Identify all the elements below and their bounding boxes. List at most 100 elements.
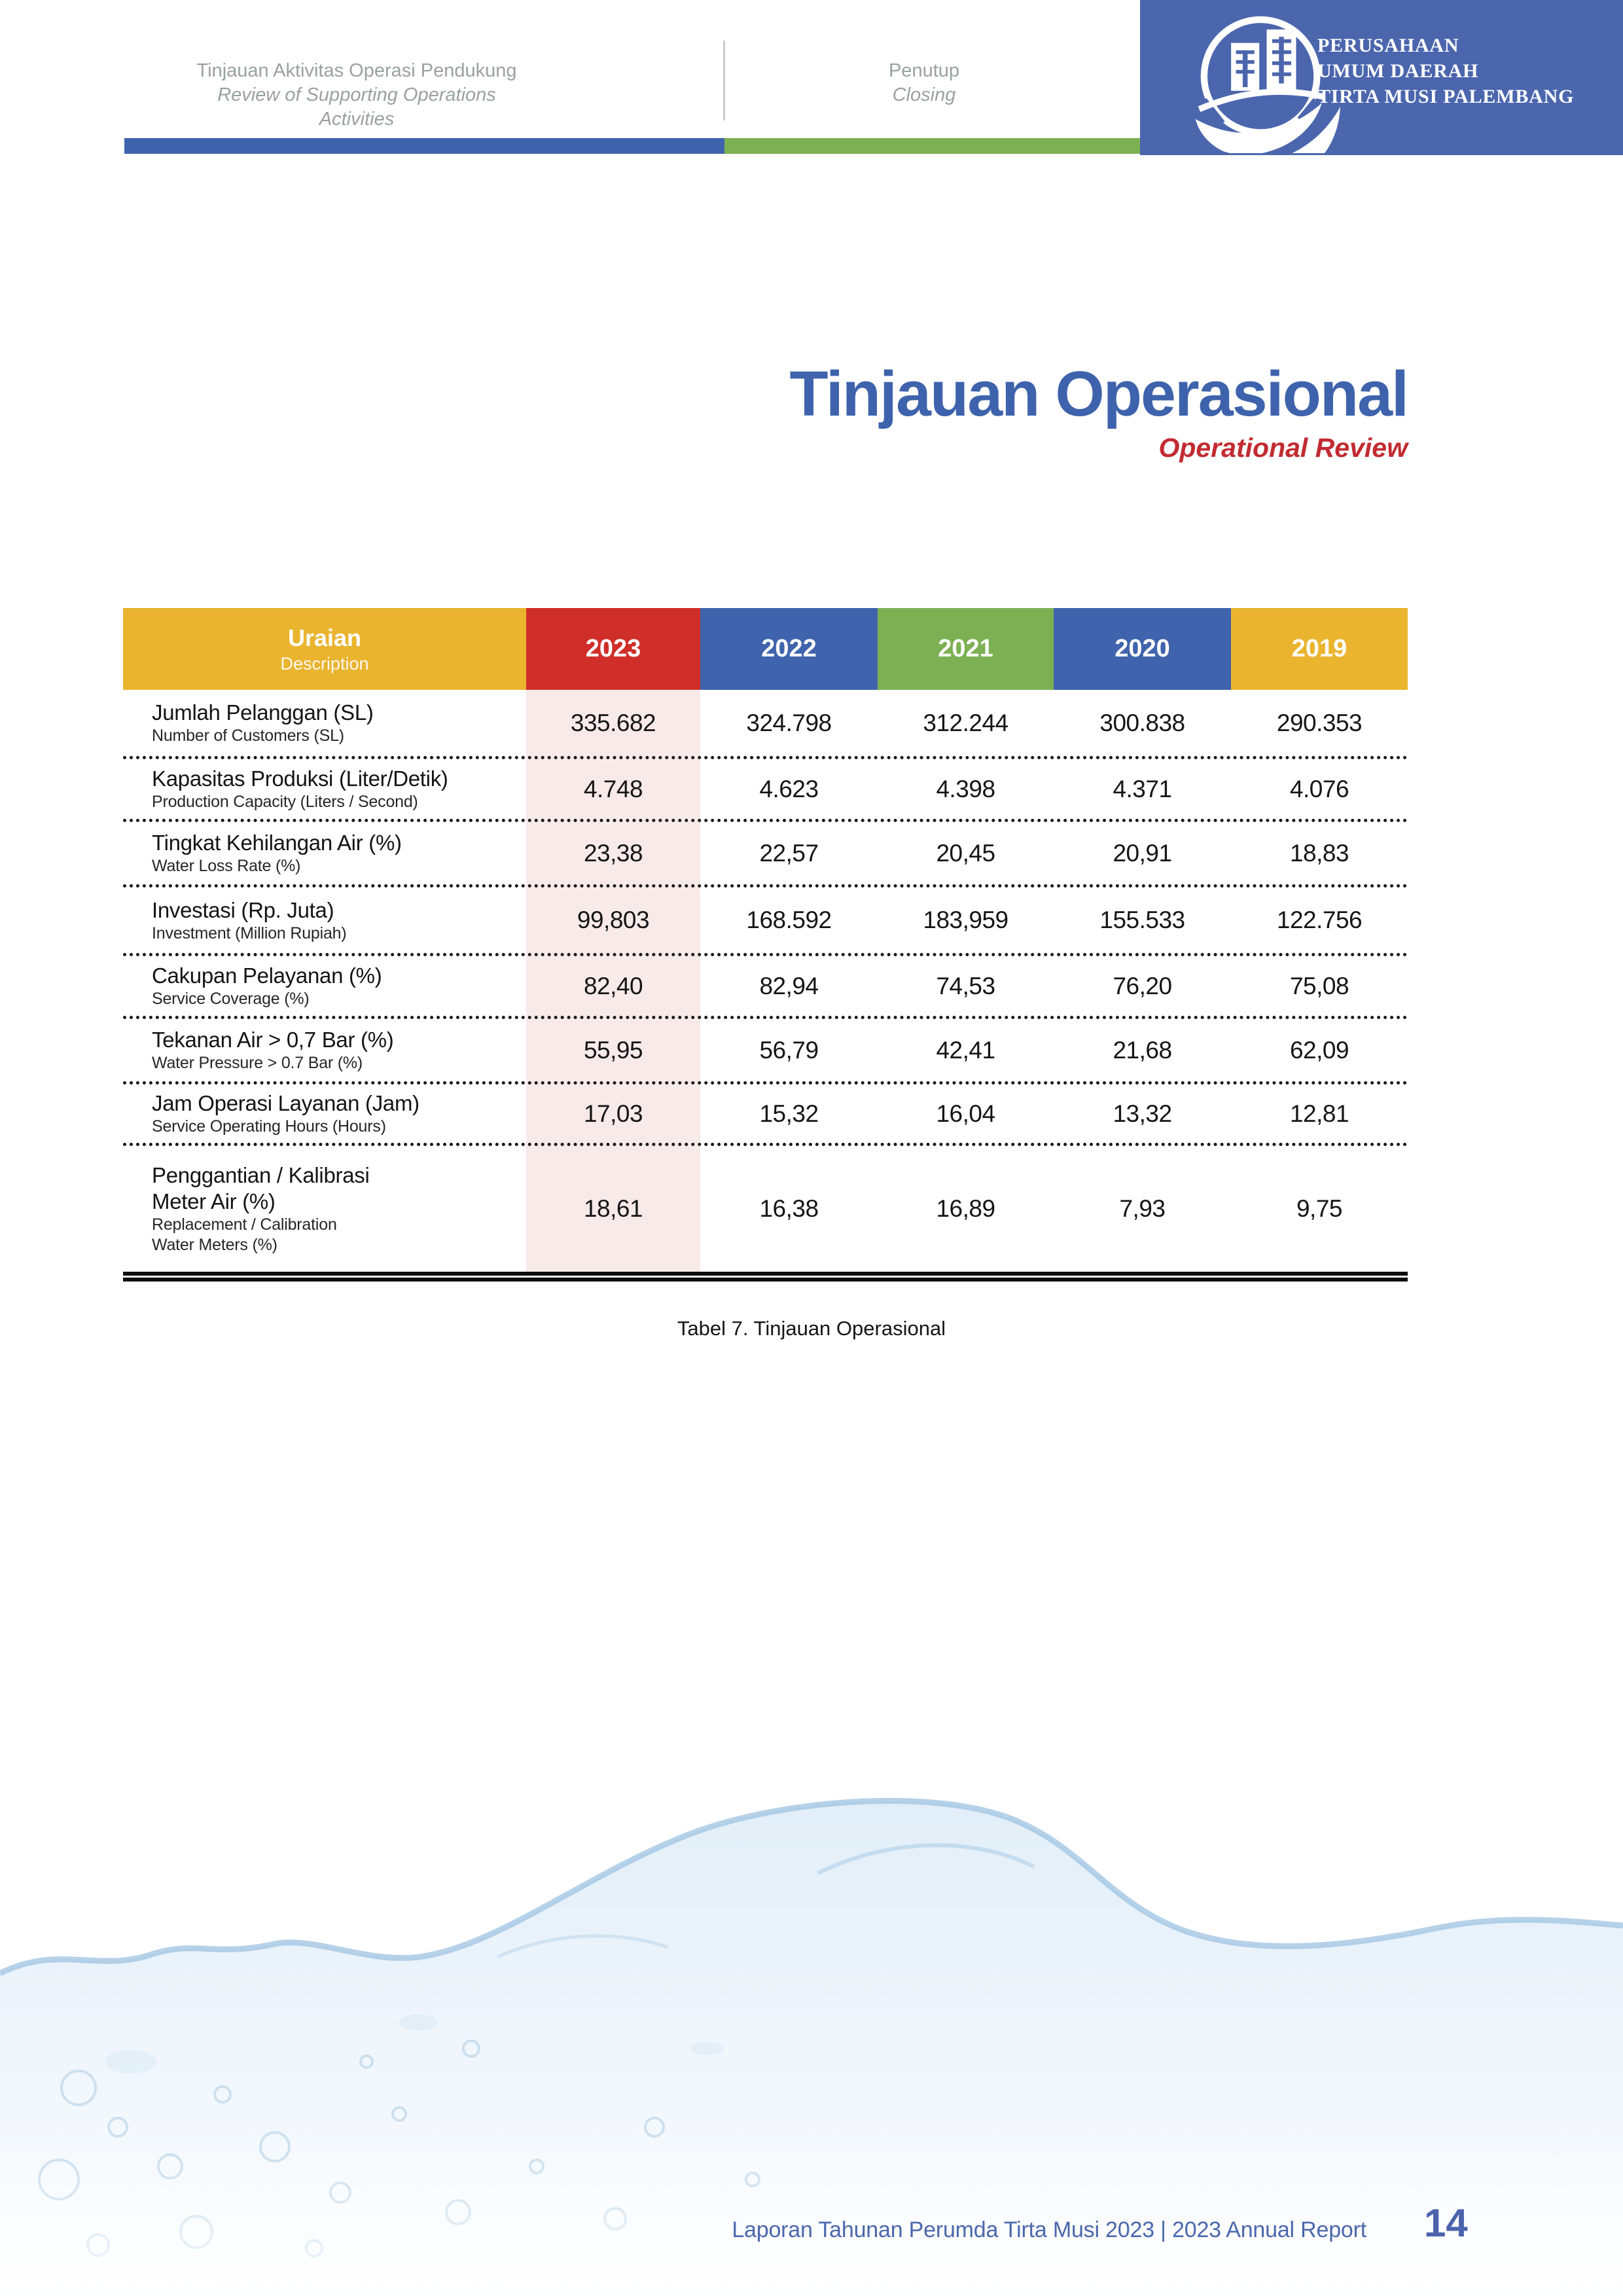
row-label-cell: Jam Operasi Layanan (Jam) Service Operati… [123,1085,526,1143]
row-label: Kapasitas Produksi (Liter/Detik) [152,766,448,791]
breadcrumb-line-en: Closing [892,84,956,105]
row-label: Tekanan Air > 0,7 Bar (%) [152,1028,394,1052]
page-number: 14 [1424,2201,1468,2245]
value-cell-2019: 122.756 [1276,906,1363,933]
value-cell-2019: 18,83 [1289,839,1349,867]
value-cell-2020: 76,20 [1113,972,1172,999]
row-label-cell: Investasi (Rp. Juta) Investment (Million … [123,888,526,953]
value-cell-2021: 312.244 [923,709,1008,736]
table-row: Penggantian / Kalibrasi Meter Air (%) Rep… [123,1146,1408,1272]
value-cell-2020: 4.371 [1113,775,1172,802]
header-rule-blue [124,138,724,154]
table-header-label-en: Description [280,653,369,673]
value-cell-2023: 55,95 [583,1036,643,1064]
value-cell-2019: 12,81 [1289,1100,1349,1127]
row-label-cell: Kapasitas Produksi (Liter/Detik) Producti… [123,759,526,819]
company-name-line2: UMUM DAERAH [1317,60,1479,82]
water-decoration-image [0,1797,1623,2296]
table-row: Kapasitas Produksi (Liter/Detik) Producti… [123,759,1408,822]
highlight-2023-column [526,690,700,1272]
value-cell-2020: 7,93 [1119,1195,1166,1222]
value-cell-2023: 82,40 [583,972,643,999]
breadcrumb-line-en: Review of Supporting Operations Activiti… [217,84,496,130]
value-cell-2019: 75,08 [1289,972,1349,999]
tirta-musi-logo-icon [1195,16,1340,153]
value-cell-2022: 56,79 [759,1036,819,1064]
table-row: Tingkat Kehilangan Air (%) Water Loss Rat… [123,822,1408,888]
breadcrumb-line-id: Tinjauan Aktivitas Operasi Pendukung [196,60,517,81]
value-cell-2022: 22,57 [759,839,819,867]
value-cell-2022: 15,32 [759,1100,819,1127]
value-cell-2021: 16,89 [936,1195,995,1222]
value-cell-2019: 4.076 [1289,775,1349,802]
footer-report-title: Laporan Tahunan Perumda Tirta Musi 2023 … [732,2217,1366,2242]
year-header-cell-2019: 2019 [1231,608,1408,690]
page-title: Tinjauan Operasional Operational Review [491,358,1409,463]
value-cell-2021: 42,41 [936,1036,995,1064]
value-cell-2023: 99,803 [577,906,650,933]
table-bottom-rule [123,1272,1408,1282]
breadcrumb-line-id: Penutup [888,60,960,81]
table-row: Tekanan Air > 0,7 Bar (%) Water Pressure … [123,1019,1408,1085]
row-label: Jumlah Pelanggan (SL) [152,700,374,725]
value-cell-2022: 168.592 [746,906,832,933]
value-cell-2021: 20,45 [936,839,995,867]
row-label: Tingkat Kehilangan Air (%) [152,831,402,855]
page-title-main: Tinjauan Operasional [789,358,1409,429]
company-logo-panel: PERUSAHAAN UMUM DAERAH TIRTA MUSI PALEMB… [1140,0,1623,155]
row-sublabel: Replacement / Calibration Water Meters (… [152,1215,337,1254]
table-row: Jumlah Pelanggan (SL) Number of Customers… [123,690,1408,759]
year-header-cell-2021: 2021 [878,608,1054,690]
row-label: Cakupan Pelayanan (%) [152,963,382,988]
value-cell-2019: 62,09 [1289,1036,1349,1064]
company-name: PERUSAHAAN UMUM DAERAH TIRTA MUSI PALEMB… [1317,33,1574,109]
year-header-cell-2023: 2023 [526,608,700,690]
year-header-cell-2020: 2020 [1054,608,1231,690]
row-label: Jam Operasi Layanan (Jam) [152,1091,419,1115]
value-cell-2021: 74,53 [936,972,995,999]
row-sublabel: Production Capacity (Liters / Second) [152,793,418,811]
row-sublabel: Service Operating Hours (Hours) [152,1117,386,1136]
company-name-line1: PERUSAHAAN [1317,35,1459,56]
value-cell-2020: 13,32 [1113,1100,1172,1127]
row-sublabel: Service Coverage (%) [152,990,310,1008]
value-cell-2022: 324.798 [746,709,832,736]
row-sublabel: Water Pressure > 0.7 Bar (%) [152,1054,363,1072]
table-body: Jumlah Pelanggan (SL) Number of Customers… [123,690,1408,1272]
value-cell-2023: 4.748 [583,775,643,802]
row-sublabel: Water Loss Rate (%) [152,857,301,875]
row-label-cell: Jumlah Pelanggan (SL) Number of Customers… [123,690,526,756]
value-cell-2023: 17,03 [583,1100,643,1127]
row-sublabel: Investment (Million Rupiah) [152,924,347,942]
breadcrumb-closing: Penutup Closing [836,59,1012,107]
value-cell-2021: 4.398 [936,775,995,802]
table-header-description: Uraian Description [123,608,526,690]
value-cell-2020: 155.533 [1099,906,1185,933]
breadcrumb-supporting-operations: Tinjauan Aktivitas Operasi Pendukung Rev… [196,59,517,132]
value-cell-2023: 18,61 [583,1195,643,1222]
value-cell-2020: 20,91 [1113,839,1172,867]
table-header-row: Uraian Description 2023 2022 2021 2020 2019 [123,608,1408,690]
value-cell-2021: 183,959 [923,906,1008,933]
row-label-cell: Penggantian / Kalibrasi Meter Air (%) Rep… [123,1146,526,1272]
value-cell-2023: 335.682 [570,709,656,736]
table-row: Cakupan Pelayanan (%) Service Coverage (%… [123,956,1408,1019]
table-row: Jam Operasi Layanan (Jam) Service Operati… [123,1085,1408,1146]
value-cell-2022: 4.623 [759,775,819,802]
table-row: Investasi (Rp. Juta) Investment (Million … [123,888,1408,956]
value-cell-2020: 300.838 [1099,709,1185,736]
value-cell-2019: 290.353 [1276,709,1363,736]
value-cell-2022: 16,38 [759,1195,819,1222]
row-label: Investasi (Rp. Juta) [152,897,334,922]
value-cell-2022: 82,94 [759,972,819,999]
header-rule-green [724,138,1140,154]
row-label-cell: Cakupan Pelayanan (%) Service Coverage (%… [123,956,526,1016]
row-label-cell: Tingkat Kehilangan Air (%) Water Loss Rat… [123,822,526,884]
company-name-line3: TIRTA MUSI PALEMBANG [1317,86,1575,107]
row-label-cell: Tekanan Air > 0,7 Bar (%) Water Pressure … [123,1019,526,1081]
value-cell-2020: 21,68 [1113,1036,1172,1064]
row-sublabel: Number of Customers (SL) [152,726,344,745]
operational-review-table: Uraian Description 2023 2022 2021 2020 2019 … [123,608,1408,1282]
header-divider [723,41,725,120]
year-header-cell-2022: 2022 [700,608,878,690]
